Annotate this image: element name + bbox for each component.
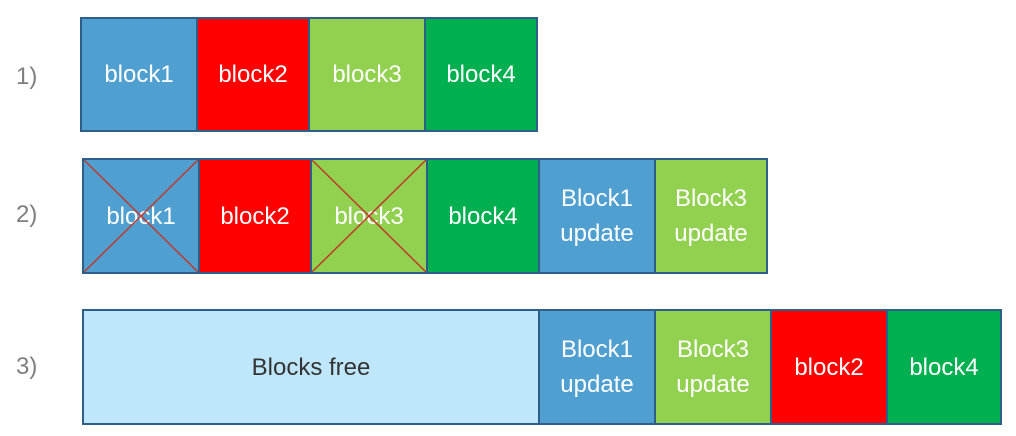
block-label: block1 — [106, 202, 176, 230]
block-label: Block1 update — [560, 185, 634, 247]
row-label-3: 3) — [16, 353, 38, 380]
block-cell: block1 — [82, 19, 198, 130]
block-row-1: block1 block2 block3 block4 — [80, 17, 538, 132]
block-row-3: Blocks free Block1 update Block3 update … — [82, 309, 1002, 425]
block-cell: block2 — [200, 160, 312, 272]
block-cell: block4 — [426, 19, 536, 130]
block-label: block2 — [218, 61, 288, 88]
block-label: block1 — [104, 61, 174, 88]
block-label: block4 — [446, 61, 516, 88]
block-label: Block1 update — [560, 336, 634, 398]
block-label: Block3 update — [674, 185, 748, 247]
block-cell: block1 — [84, 160, 200, 272]
block-label: block4 — [448, 202, 518, 230]
block-label: block2 — [220, 202, 290, 230]
block-cell: block4 — [428, 160, 540, 272]
block-cell: block3 — [312, 160, 428, 272]
block-row-2: block1 block2 block3 block4 Block1 updat… — [82, 158, 768, 274]
block-cell: block2 — [772, 311, 888, 423]
block-cell: block2 — [198, 19, 310, 130]
block-label: block4 — [909, 353, 979, 381]
block-label: block3 — [334, 202, 404, 230]
block-label: block3 — [332, 61, 402, 88]
block-cell: Block3 update — [656, 311, 772, 423]
block-label: Block3 update — [676, 336, 750, 398]
block-cell: Block1 update — [540, 311, 656, 423]
row-label-1: 1) — [16, 63, 38, 90]
block-cell: block4 — [888, 311, 1000, 423]
block-cell: block3 — [310, 19, 426, 130]
block-label: Blocks free — [251, 353, 371, 381]
block-cell: Block1 update — [540, 160, 656, 272]
block-cell: Block3 update — [656, 160, 766, 272]
block-label: block2 — [794, 353, 864, 381]
block-cell: Blocks free — [84, 311, 540, 423]
row-label-2: 2) — [16, 201, 38, 228]
